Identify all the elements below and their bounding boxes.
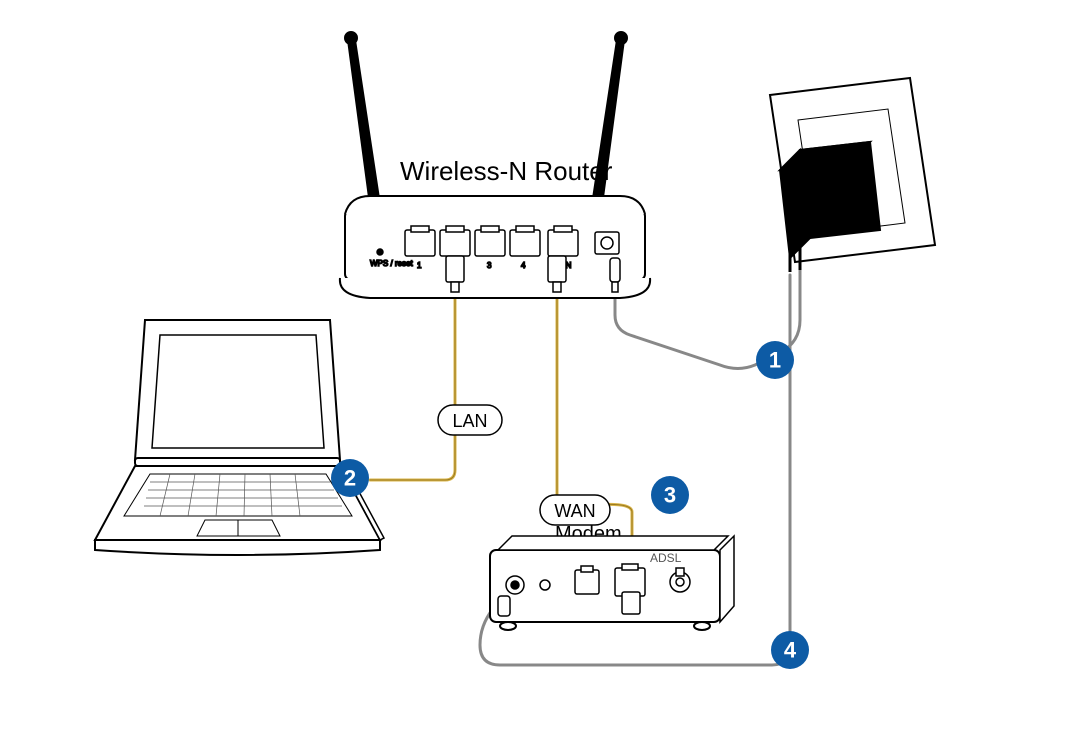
step-badge-3-label: 3 [664,483,676,508]
router-title-label: Wireless-N Router [400,156,613,186]
lan-cable [370,290,455,480]
router: Wireless-N Router WPS / reset [340,32,650,298]
svg-text:3: 3 [487,261,492,270]
wall-outlet [770,78,935,272]
step-badge-4-label: 4 [784,638,797,663]
adsl-label: ADSL [650,551,682,565]
wps-label: WPS / reset [370,259,413,268]
modem: Modem ADSL [490,523,734,630]
network-setup-diagram: Wireless-N Router WPS / reset [0,0,1092,730]
step-badge-2-label: 2 [344,466,356,491]
svg-text:1: 1 [417,261,422,270]
cable-labels: LAN WAN [438,405,610,525]
lan-pill-label: LAN [452,411,487,431]
wan-pill-label: WAN [554,501,595,521]
laptop [95,320,384,555]
svg-text:4: 4 [521,261,526,270]
step-badge-1-label: 1 [769,348,781,373]
